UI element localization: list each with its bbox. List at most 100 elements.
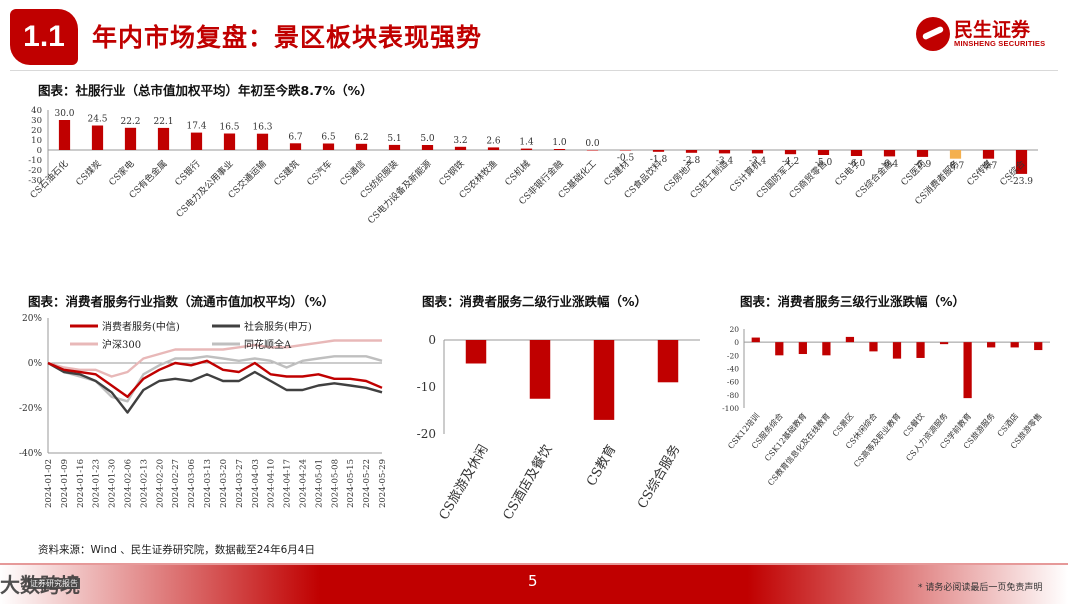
- bar: [949, 150, 962, 159]
- bar: [223, 133, 236, 150]
- x-tick-label: 2024-03-27: [235, 459, 245, 508]
- x-tick-label: CSK12基础教育: [762, 411, 808, 463]
- footer-divider: [0, 563, 1068, 565]
- x-tick-label: 2024-02-06: [124, 459, 134, 508]
- bar: [454, 146, 467, 150]
- bar: [869, 342, 878, 352]
- x-tick-label: CS银行: [172, 158, 202, 188]
- right-chart-title: 图表：消费者服务三级行业涨跌幅（%）: [740, 294, 966, 309]
- y-tick-label: -60: [727, 378, 739, 387]
- bar: [58, 120, 71, 150]
- legend-label: 消费者服务(中信): [102, 320, 180, 333]
- x-tick-label: 2024-05-08: [330, 459, 340, 508]
- legend-label: 沪深300: [102, 338, 141, 351]
- bar: [190, 132, 203, 150]
- x-tick-label: CS综合服务: [634, 442, 683, 511]
- y-tick-label: -20: [727, 351, 739, 360]
- bar: [784, 150, 797, 155]
- data-label: 17.4: [186, 122, 206, 132]
- x-tick-label: CS汽车: [304, 158, 334, 188]
- series-line: [47, 361, 383, 414]
- data-label: 24.5: [87, 115, 107, 125]
- data-label: -0.5: [617, 154, 635, 164]
- bar: [553, 149, 566, 150]
- index-line-chart: 20% 0% -20% -40%2024-01-02 2024-01-09 2024-01…: [19, 314, 388, 508]
- series-line: [47, 359, 383, 399]
- x-tick-label: 2024-01-09: [60, 459, 70, 508]
- bar: [883, 150, 896, 157]
- bar: [798, 342, 807, 355]
- x-tick-label: 2024-01-16: [76, 459, 86, 508]
- y-tick-label: 0: [37, 146, 42, 156]
- data-label: 16.5: [219, 123, 239, 133]
- bar: [91, 125, 104, 150]
- data-label: -4.2: [782, 157, 799, 167]
- logo-mark-icon: [916, 17, 950, 51]
- bar: [1010, 342, 1019, 348]
- x-tick-label: 2024-05-15: [346, 459, 356, 508]
- section-badge: 1.1: [10, 9, 78, 65]
- header-divider: [10, 70, 1058, 71]
- x-tick-label: CS电力及公用事业: [173, 158, 235, 220]
- bar: [775, 342, 784, 356]
- data-label: 16.3: [252, 123, 272, 133]
- data-label: -2.8: [683, 156, 701, 166]
- bar: [963, 342, 972, 399]
- y-tick-label: 0: [734, 338, 739, 347]
- x-tick-label: CS餐饮: [901, 411, 926, 439]
- y-tick-label: -100: [722, 404, 739, 413]
- logo-text-en: MINSHENG SECURITIES: [954, 39, 1046, 48]
- bar: [685, 150, 698, 153]
- bar: [355, 143, 368, 150]
- bar: [850, 150, 863, 156]
- data-label: -23.9: [1010, 177, 1033, 187]
- x-tick-label: CS酒店及餐饮: [500, 442, 556, 523]
- data-label: 22.1: [153, 117, 173, 127]
- y-tick-label: -20: [417, 427, 436, 441]
- bar: [520, 148, 533, 150]
- y-tick-label: 20: [729, 325, 739, 334]
- bar: [718, 150, 731, 154]
- x-tick-label: 2024-02-27: [171, 459, 181, 508]
- x-tick-label: 2024-05-22: [362, 459, 372, 508]
- y-tick-label: -20%: [19, 404, 42, 414]
- y-tick-label: 0%: [28, 359, 43, 369]
- y-tick-label: 10: [31, 136, 42, 146]
- x-tick-label: CS煤炭: [73, 158, 103, 188]
- data-label: -8.7: [980, 162, 998, 172]
- level3-bar-chart: 200-20-40-60-80-100CSK12培训CS服务综合CSK12基础教…: [722, 325, 1050, 487]
- footer-bar: [0, 565, 1068, 604]
- page-title: 年内市场复盘：景区板块表现强势: [92, 23, 483, 52]
- bar: [157, 127, 170, 150]
- x-tick-label: 2024-03-13: [203, 459, 213, 508]
- industry-bar-chart: 403020100-10-20-3030.0CS石油石化24.5CS煤炭22.2…: [27, 106, 1038, 226]
- x-tick-label: CS旅游及休闲: [437, 443, 492, 523]
- bar: [586, 150, 599, 151]
- bar: [751, 150, 764, 154]
- bar: [845, 336, 855, 343]
- left-chart-title: 图表：消费者服务行业指数（流通市值加权平均）（%）: [28, 294, 335, 309]
- x-tick-label: 2024-01-02: [44, 459, 54, 508]
- bar: [939, 342, 949, 345]
- bar: [822, 342, 831, 356]
- x-tick-label: 2024-01-30: [108, 459, 118, 508]
- bar: [256, 133, 269, 150]
- bar: [652, 150, 665, 152]
- y-tick-label: -30: [28, 176, 42, 186]
- bar: [421, 145, 434, 150]
- y-tick-label: -20: [28, 166, 42, 176]
- data-label: -3.4: [716, 156, 734, 166]
- data-label: 5.0: [420, 134, 435, 144]
- x-tick-label: 2024-02-13: [139, 459, 149, 508]
- legend-label: 同花顺全A: [244, 338, 292, 351]
- data-label: 30.0: [54, 109, 74, 119]
- bar: [1034, 342, 1043, 351]
- bar: [1015, 150, 1028, 174]
- data-label: 6.2: [354, 133, 368, 143]
- x-tick-label: 2024-02-20: [155, 459, 165, 508]
- x-tick-label: CS机械: [502, 158, 532, 188]
- y-tick-label: 40: [31, 106, 42, 116]
- bar: [487, 147, 500, 150]
- bar: [388, 144, 401, 150]
